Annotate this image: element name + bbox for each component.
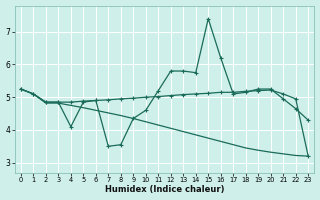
X-axis label: Humidex (Indice chaleur): Humidex (Indice chaleur) [105, 185, 224, 194]
